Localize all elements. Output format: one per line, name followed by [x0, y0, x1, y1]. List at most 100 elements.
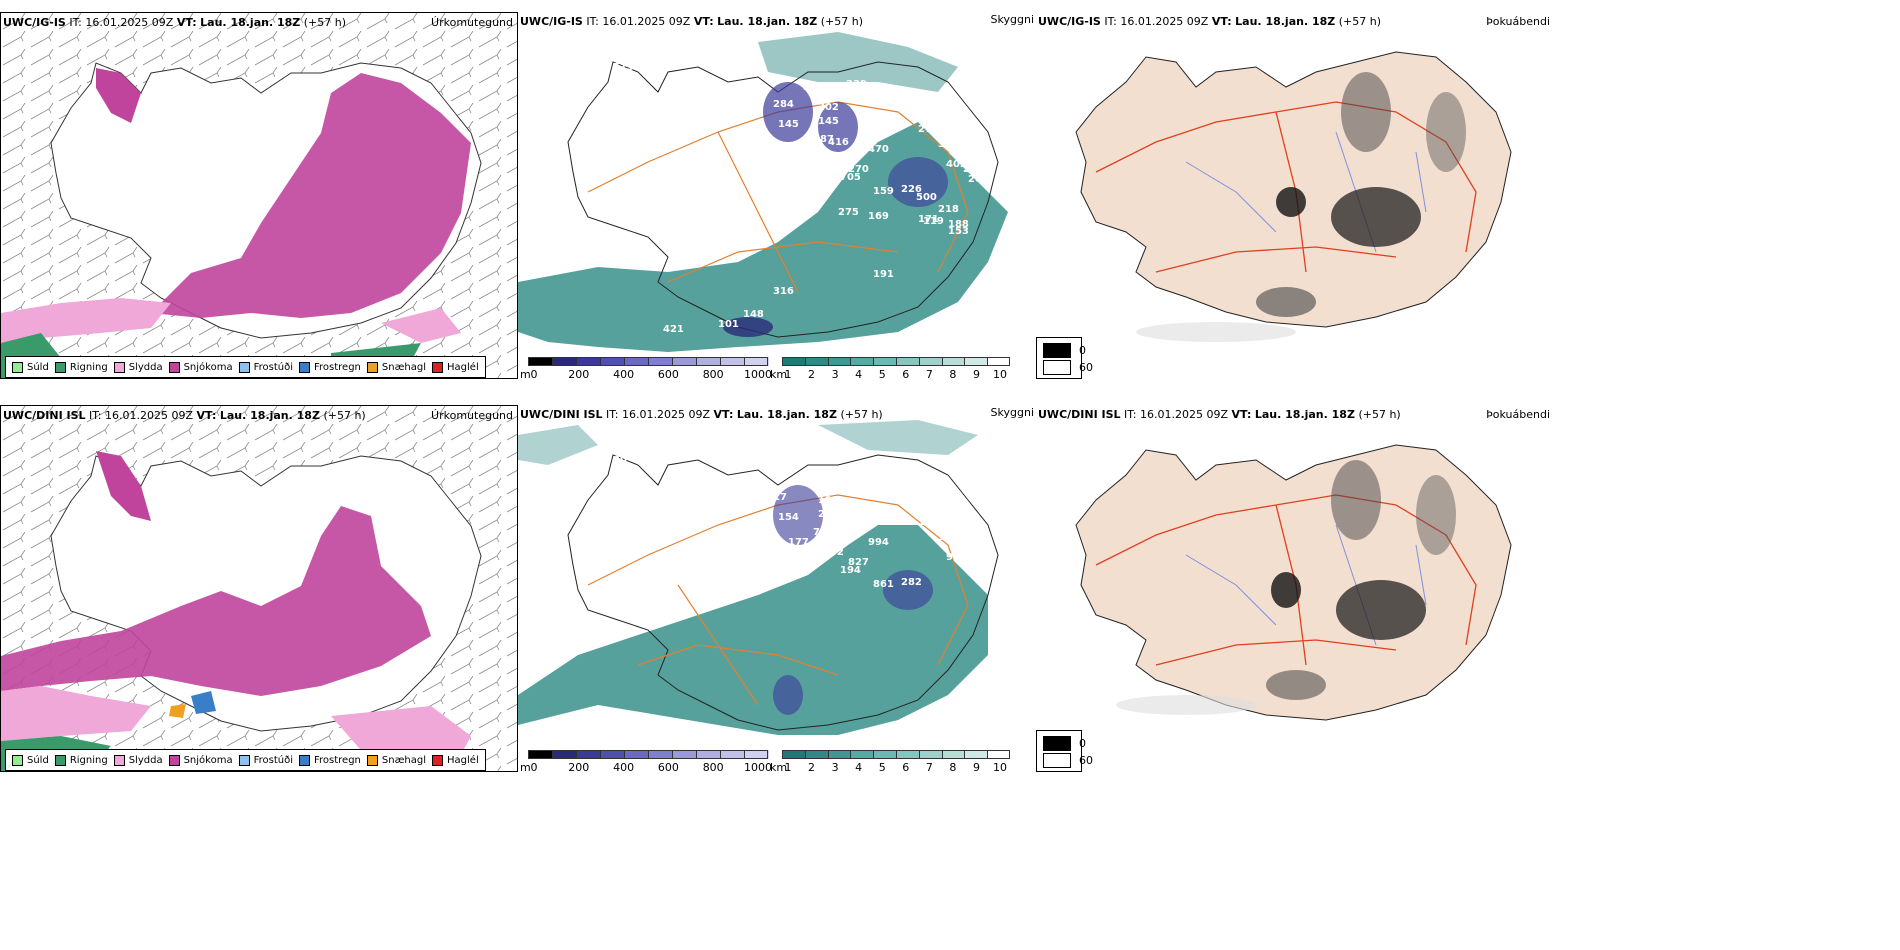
legend-swatch	[168, 361, 180, 373]
fog-legend-item: 0	[1043, 736, 1086, 751]
elevation-label: 119	[923, 216, 944, 227]
elevation-label: 172	[823, 547, 844, 558]
panel-title: UWC/DINI ISL IT: 16.01.2025 09Z VT: Lau.…	[520, 408, 883, 421]
colorbar-segment	[672, 750, 697, 759]
elevation-label: 165	[633, 507, 654, 518]
legend-swatch	[12, 754, 23, 766]
precip-type-panel-bottom: UWC/DINI ISL IT: 16.01.2025 09Z VT: Lau.…	[0, 405, 518, 772]
legend-swatch	[238, 754, 250, 766]
elevation-label: 129	[775, 201, 796, 212]
elevation-label: 101	[843, 487, 864, 498]
elevation-label: 159	[873, 186, 894, 197]
legend-swatch	[432, 754, 444, 766]
fog-legend-item: 0	[1043, 343, 1086, 358]
colorbar-segment	[696, 750, 721, 759]
colorbar-segment	[552, 357, 577, 366]
elevation-label: 458	[828, 530, 849, 541]
visibility-colorbar: km 1 2 3 4 5 6 7 8 9 10	[770, 357, 1035, 379]
colorbar-segment	[624, 357, 649, 366]
elevation-label: 239	[846, 79, 867, 90]
colorbar-segment	[987, 750, 1011, 759]
colorbar-tick-label: 10	[993, 761, 1007, 772]
colorbar-segment	[624, 750, 649, 759]
colorbar-tick-label: 4	[855, 368, 863, 379]
elevation-label: 202	[818, 102, 839, 113]
legend-swatch	[299, 754, 310, 766]
elevation-label: 252	[846, 472, 867, 483]
legend-swatch	[238, 361, 250, 373]
elevation-label: 167	[898, 492, 919, 503]
legend-item: Haglél	[432, 361, 479, 373]
elevation-label: 226	[901, 184, 922, 195]
colorbar-segment	[744, 357, 769, 366]
elevation-label: 218	[938, 204, 959, 215]
elevation-label: 149	[818, 477, 839, 488]
colorbar-tick-label: 2	[808, 761, 816, 772]
colorbar-segment	[918, 357, 943, 366]
elevation-label: 515	[613, 62, 634, 73]
legend-swatch	[299, 361, 310, 373]
elevation-label: 994	[868, 537, 889, 548]
colorbar-tick-label: 400	[613, 761, 635, 772]
fog-legend: 0 60	[1036, 730, 1093, 772]
colorbar-frame	[782, 357, 1010, 366]
legend-swatch	[54, 361, 66, 373]
elevation-label: 145	[778, 119, 799, 130]
colorbar-segment	[720, 357, 745, 366]
panel-name: Skyggni	[990, 13, 1034, 26]
elevation-label: 402	[946, 159, 967, 170]
elevation-label: 768	[813, 527, 834, 538]
colorbar-segment	[696, 357, 721, 366]
elevation-label: 128	[643, 457, 664, 468]
fog-index-map	[1075, 444, 1512, 721]
elevation-label: 201	[818, 84, 839, 95]
legend-item: Snjókoma	[168, 754, 233, 766]
snow-area	[151, 73, 471, 318]
elevation-label: 153	[948, 226, 969, 237]
legend-swatch	[432, 361, 444, 373]
colorbar-segment	[873, 750, 897, 759]
fog-legend-item: 60	[1043, 753, 1093, 768]
fog-index-panel-top: UWC/IG-IS IT: 16.01.2025 09Z VT: Lau. 18…	[1036, 12, 1554, 379]
fog-legend-item: 60	[1043, 360, 1093, 375]
panel-title: UWC/IG-IS IT: 16.01.2025 09Z VT: Lau. 18…	[520, 15, 864, 28]
colorbar-tick-label: 800	[702, 761, 724, 772]
colorbar-tick-label: 0	[530, 761, 538, 772]
colorbar-segment	[576, 357, 601, 366]
elevation-label: 275	[838, 207, 859, 218]
colorbar-tick-label: 5	[878, 761, 886, 772]
colorbar-tick-label: 1000	[744, 368, 772, 379]
colorbar-tick-label: 200	[568, 761, 590, 772]
elevation-label: 191	[873, 269, 894, 280]
legend-item: Frostúði	[238, 361, 293, 373]
iceland-outline	[567, 61, 999, 338]
colorbar-segment	[964, 750, 989, 759]
elevation-label: 106	[780, 189, 801, 200]
colorbar-segment	[804, 357, 829, 366]
fog-legend-swatch	[1043, 736, 1071, 751]
colorbar-tick-label: 800	[702, 368, 724, 379]
elevation-label: 686	[843, 94, 864, 105]
elevation-label: 210	[963, 164, 984, 175]
colorbar-unit: km	[770, 368, 788, 379]
elevation-label: 194	[840, 565, 861, 576]
elevation-label: 177	[788, 537, 809, 548]
colorbar-tick-label: 8	[949, 368, 957, 379]
legend-item: Haglél	[432, 754, 479, 766]
colorbar-segment	[987, 357, 1011, 366]
legend-item: Slydda	[113, 754, 163, 766]
legend-item: Snæhagl	[366, 361, 426, 373]
colorbar-tick-label: 9	[972, 761, 980, 772]
colorbar-unit: m	[520, 368, 531, 379]
colorbar-tick-label: 7	[925, 368, 933, 379]
elevation-label: 861	[873, 579, 894, 590]
legend-item: Súld	[12, 361, 49, 373]
panel-name: Þokuábendi	[1486, 408, 1550, 421]
colorbar-segment	[873, 357, 897, 366]
precip-type-panel-top: UWC/IG-IS IT: 16.01.2025 09Z VT: Lau. 18…	[0, 12, 518, 379]
elevation-label: 198	[818, 495, 839, 506]
precip-type-map	[1, 406, 517, 771]
colorbar-segment	[744, 750, 769, 759]
visibility-panel-bottom: 30 128 165 17 22 149 198 154 218 177 768 458 172 252 1…	[518, 405, 1036, 772]
